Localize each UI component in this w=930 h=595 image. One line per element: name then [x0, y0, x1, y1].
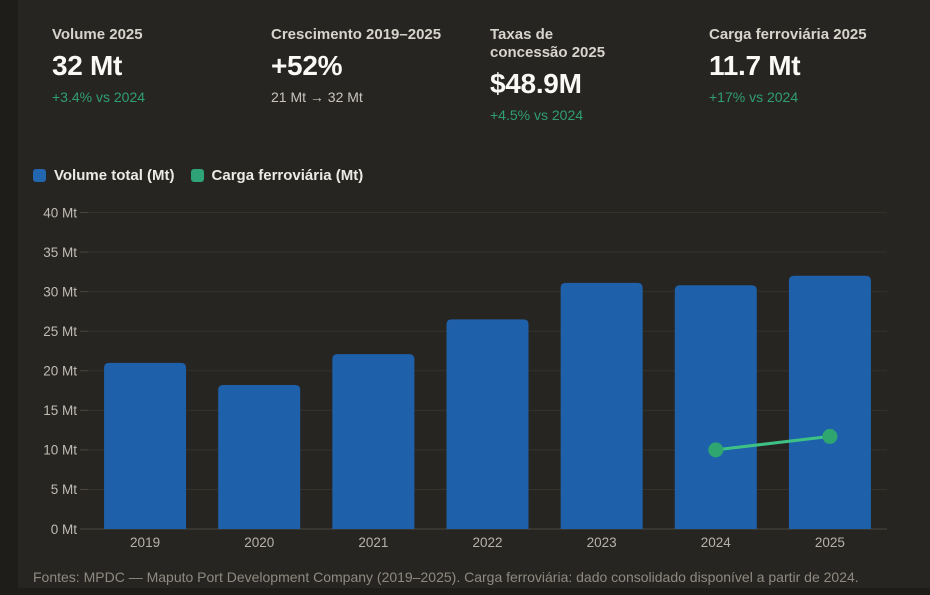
legend-label: Carga ferroviária (Mt)	[211, 167, 364, 184]
bar-2021[interactable]	[332, 354, 415, 529]
y-tick-label: 20 Mt	[43, 364, 77, 379]
x-tick-label-2022: 2022	[472, 535, 502, 550]
bar-2019[interactable]	[104, 362, 187, 529]
kpi-label: Carga ferroviária 2025	[709, 26, 867, 43]
bar-2024[interactable]	[674, 285, 757, 529]
kpi-label: Crescimento 2019–2025	[271, 26, 442, 43]
legend-label: Volume total (Mt)	[54, 167, 175, 184]
kpi-label: Volume 2025	[52, 26, 143, 43]
kpi-card-rail-cargo: Carga ferroviária 2025 11.7 Mt +17% vs 2…	[709, 26, 928, 123]
x-tick-label-2020: 2020	[244, 535, 274, 550]
kpi-card-growth: Crescimento 2019–2025 +52% 21 Mt → 32 Mt	[271, 26, 490, 123]
x-tick-label-2019: 2019	[130, 535, 160, 550]
y-tick-label: 25 Mt	[43, 324, 77, 339]
y-tick-label: 30 Mt	[43, 284, 77, 299]
bar-2025[interactable]	[788, 275, 871, 529]
kpi-card-concession-fees: Taxas de concessão 2025 $48.9M +4.5% vs …	[490, 26, 709, 123]
rail-cargo-line	[715, 434, 831, 452]
dashboard-panel: Volume 2025 32 Mt +3.4% vs 2024 Crescime…	[18, 0, 930, 588]
x-tick-label-2021: 2021	[358, 535, 388, 550]
kpi-value: 11.7 Mt	[709, 50, 801, 81]
rail-cargo-point-2024[interactable]	[708, 442, 724, 458]
x-tick-label-2023: 2023	[587, 535, 617, 550]
y-tick-label: 0 Mt	[51, 522, 78, 537]
chart-legend: Volume total (Mt) Carga ferroviária (Mt)	[33, 167, 363, 184]
rail-cargo-point-2025[interactable]	[822, 428, 838, 444]
kpi-delta: 21 Mt → 32 Mt	[271, 89, 363, 106]
volume-bar-chart: 0 Mt 5 Mt 10 Mt 15 Mt 20 Mt 25 Mt 30 Mt 35 Mt 40…	[43, 205, 887, 550]
kpi-value: 32 Mt	[52, 50, 123, 81]
bar-2022[interactable]	[446, 319, 529, 529]
bar-2023[interactable]	[560, 282, 643, 529]
kpi-delta: +17% vs 2024	[709, 89, 799, 106]
rail-cargo-swatch-icon	[190, 169, 204, 182]
y-tick-label: 5 Mt	[51, 482, 78, 497]
kpi-value: $48.9M	[490, 68, 582, 99]
source-note: Fontes: MPDC — Maputo Port Development C…	[33, 569, 859, 585]
x-tick-label-2025: 2025	[815, 535, 845, 550]
bar-2020[interactable]	[218, 384, 301, 529]
kpi-value: +52%	[271, 50, 343, 81]
kpi-label: Taxas de concessão 2025	[490, 26, 606, 61]
legend-item-volume[interactable]: Volume total (Mt)	[33, 167, 175, 184]
x-tick-label-2024: 2024	[701, 535, 732, 550]
y-tick-label: 35 Mt	[43, 245, 77, 260]
kpi-delta: +4.5% vs 2024	[490, 107, 584, 124]
kpi-card-volume: Volume 2025 32 Mt +3.4% vs 2024	[52, 26, 271, 123]
y-tick-label: 15 Mt	[43, 403, 77, 418]
kpi-row: Volume 2025 32 Mt +3.4% vs 2024 Crescime…	[52, 26, 928, 123]
volume-swatch-icon	[33, 169, 46, 182]
y-tick-label: 10 Mt	[43, 443, 77, 458]
kpi-delta: +3.4% vs 2024	[52, 89, 146, 106]
y-tick-label: 40 Mt	[43, 205, 77, 220]
legend-item-rail-cargo[interactable]: Carga ferroviária (Mt)	[190, 167, 364, 184]
